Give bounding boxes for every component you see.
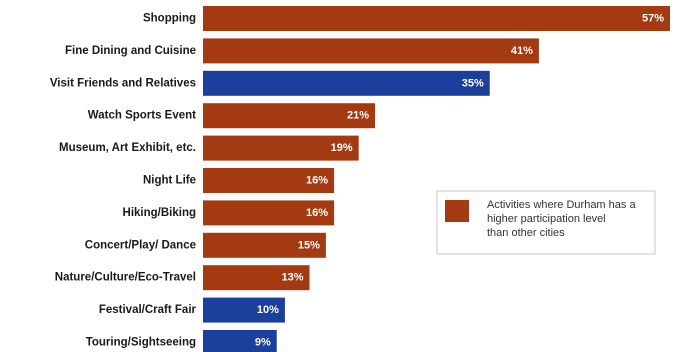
legend-label: Activities where Durham has a higher part… <box>487 199 636 239</box>
bar-7 <box>203 200 335 226</box>
category-label: Night Life <box>143 175 196 187</box>
legend-swatch <box>445 200 469 222</box>
bar-8 <box>203 232 326 258</box>
legend: Activities where Durham has a higher part… <box>436 190 656 255</box>
legend-frame <box>436 190 656 255</box>
bar-2 <box>203 38 539 64</box>
value-label: 15% <box>298 239 320 251</box>
value-label: 9% <box>255 337 271 349</box>
value-label: 41% <box>511 45 533 57</box>
category-label: Shopping <box>143 13 196 25</box>
plot-area: Shopping 57% Fine Dining and Cuisine 41% Vis… <box>50 6 670 352</box>
category-label: Festival/Craft Fair <box>99 304 197 316</box>
value-label: 57% <box>642 13 664 25</box>
category-label: Concert/Play/ Dance <box>85 239 196 251</box>
value-label: 35% <box>462 77 484 89</box>
value-label: 19% <box>331 142 353 154</box>
bar-11 <box>203 330 277 352</box>
bar-5 <box>203 135 359 161</box>
value-label: 13% <box>281 272 303 284</box>
value-label: 21% <box>347 110 369 122</box>
bar-3 <box>203 70 490 96</box>
value-label: 16% <box>306 175 328 187</box>
category-label: Fine Dining and Cuisine <box>65 45 196 57</box>
bar-9 <box>203 265 310 291</box>
value-label: 16% <box>306 207 328 219</box>
bar-10 <box>203 297 285 323</box>
category-label: Hiking/Biking <box>123 207 196 219</box>
category-label: Nature/Culture/Eco-Travel <box>55 272 196 284</box>
category-label: Museum, Art Exhibit, etc. <box>59 142 196 154</box>
category-label: Watch Sports Event <box>88 110 196 122</box>
bar-6 <box>203 168 335 193</box>
value-label: 10% <box>257 304 279 316</box>
category-label: Visit Friends and Relatives <box>50 77 196 89</box>
category-label: Touring/Sightseeing <box>86 337 196 349</box>
bar-1 <box>203 6 670 31</box>
bar-4 <box>203 103 376 129</box>
